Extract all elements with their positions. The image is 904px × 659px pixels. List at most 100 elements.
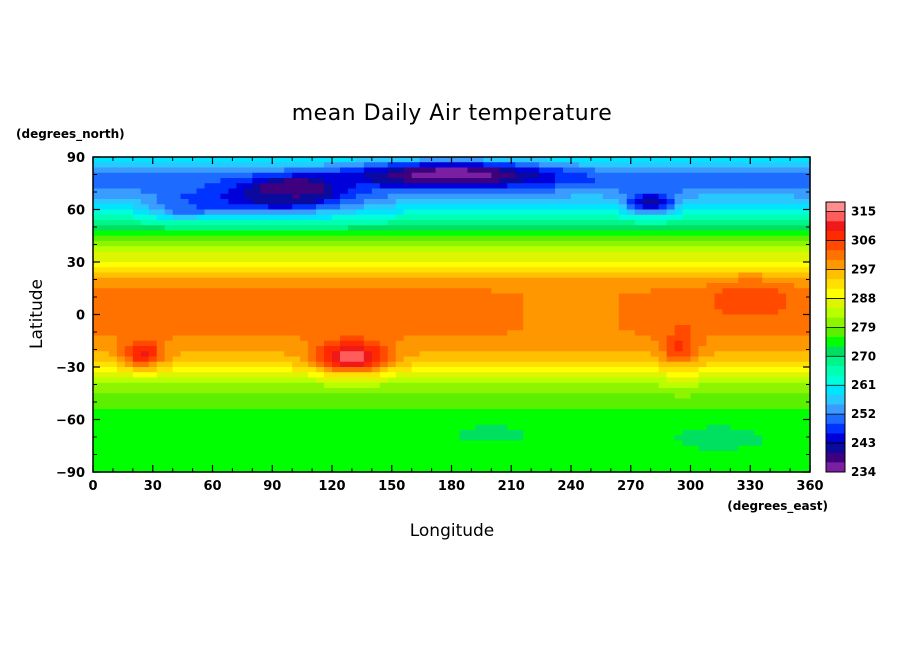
heatmap-cell (188, 340, 198, 347)
heatmap-cell (666, 393, 676, 400)
heatmap-cell (316, 440, 325, 447)
heatmap-cell (555, 214, 564, 221)
heatmap-cell (124, 377, 134, 384)
heatmap-cell (140, 424, 150, 431)
heatmap-cell (236, 214, 245, 221)
heatmap-cell (355, 230, 365, 237)
heatmap-cell (443, 377, 453, 384)
heatmap-cell (252, 361, 261, 368)
heatmap-cell (443, 272, 453, 279)
heatmap-cell (204, 393, 214, 400)
heatmap-cell (419, 272, 429, 279)
heatmap-cell (387, 235, 397, 242)
heatmap-cell (236, 403, 245, 410)
heatmap-cell (395, 309, 405, 316)
heatmap-cell (236, 377, 245, 384)
heatmap-cell (563, 199, 572, 205)
heatmap-cell (411, 330, 421, 337)
y-axis-label: Latitude (27, 279, 47, 349)
heatmap-cell (762, 220, 771, 226)
heatmap-cell (324, 220, 333, 226)
heatmap-cell (228, 251, 237, 258)
heatmap-cell (292, 267, 301, 274)
heatmap-cell (443, 172, 453, 179)
heatmap-cell (610, 330, 620, 337)
heatmap-cell (308, 225, 317, 232)
heatmap-cell (355, 235, 365, 242)
heatmap-cell (762, 225, 771, 232)
heatmap-cell (93, 361, 102, 368)
heatmap-cell (634, 340, 644, 347)
heatmap-cell (499, 382, 508, 389)
heatmap-cell (339, 241, 349, 247)
heatmap-cell (172, 356, 182, 363)
heatmap-cell (355, 398, 365, 405)
heatmap-cell (212, 388, 222, 394)
heatmap-cell (172, 361, 182, 368)
heatmap-cell (507, 435, 516, 442)
heatmap-cell (292, 256, 301, 263)
heatmap-cell (164, 440, 174, 447)
heatmap-cell (204, 220, 214, 226)
heatmap-cell (252, 403, 261, 410)
heatmap-cell (308, 167, 317, 174)
heatmap-cell (634, 193, 644, 200)
heatmap-cell (634, 325, 644, 331)
heatmap-cell (363, 214, 373, 221)
heatmap-cell (443, 356, 453, 363)
heatmap-cell (252, 304, 261, 310)
heatmap-cell (411, 178, 421, 184)
heatmap-cell (427, 246, 437, 253)
heatmap-cell (698, 309, 708, 316)
heatmap-cell (355, 435, 365, 442)
heatmap-cell (610, 435, 620, 442)
heatmap-cell (276, 188, 285, 195)
heatmap-cell (284, 283, 293, 289)
heatmap-cell (435, 235, 445, 242)
heatmap-cell (228, 304, 237, 310)
heatmap-cell (746, 209, 755, 216)
heatmap-cell (204, 424, 214, 431)
heatmap-cell (124, 388, 134, 394)
heatmap-cell (252, 288, 261, 295)
heatmap-cell (347, 330, 357, 337)
heatmap-cell (586, 377, 596, 384)
heatmap-cell (403, 319, 413, 326)
heatmap-cell (204, 309, 214, 316)
heatmap-cell (220, 319, 230, 326)
heatmap-cell (475, 319, 484, 326)
heatmap-cell (124, 262, 134, 268)
heatmap-cell (292, 293, 301, 300)
heatmap-cell (156, 351, 166, 358)
heatmap-cell (650, 330, 660, 337)
heatmap-cell (571, 382, 580, 389)
heatmap-cell (690, 340, 700, 347)
heatmap-cell (578, 309, 588, 316)
heatmap-cell (260, 178, 269, 184)
heatmap-cell (555, 319, 564, 326)
heatmap-cell (674, 319, 684, 326)
heatmap-cell (762, 277, 771, 284)
heatmap-cell (347, 209, 357, 216)
heatmap-cell (268, 193, 277, 200)
heatmap-cell (459, 225, 469, 232)
heatmap-cell (180, 414, 190, 421)
heatmap-cell (531, 183, 540, 190)
heatmap-cell (244, 256, 253, 263)
heatmap-cell (228, 430, 237, 436)
heatmap-cell (236, 193, 245, 200)
heatmap-cell (682, 204, 692, 211)
heatmap-cell (770, 409, 779, 415)
heatmap-cell (308, 251, 317, 258)
heatmap-cell (427, 230, 437, 237)
heatmap-cell (387, 372, 397, 379)
heatmap-cell (140, 283, 150, 289)
heatmap-cell (188, 235, 198, 242)
heatmap-cell (547, 319, 556, 326)
heatmap-cell (626, 393, 636, 400)
heatmap-cell (754, 235, 763, 242)
heatmap-cell (100, 267, 110, 274)
heatmap-cell (212, 335, 222, 342)
heatmap-cell (347, 225, 357, 232)
heatmap-cell (292, 325, 301, 331)
